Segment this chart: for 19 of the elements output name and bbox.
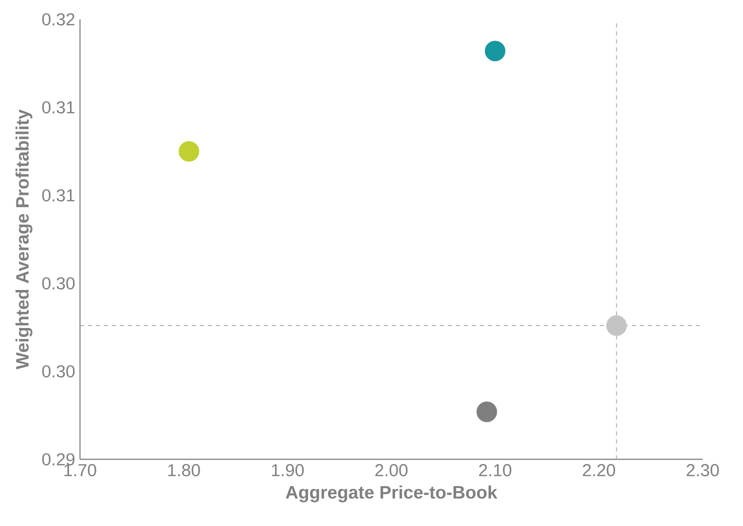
point <box>178 141 200 162</box>
x-tick-label: 1.90 <box>272 464 304 476</box>
x-tick-label: 1.80 <box>168 464 200 476</box>
point <box>484 40 506 62</box>
x-tick-label: 1.70 <box>64 464 96 476</box>
y-tick-label: 0.29 <box>42 453 74 466</box>
x-tick-label: 2.00 <box>375 464 408 476</box>
point <box>476 402 498 422</box>
x-axis-title: Aggregate Price-to-Book <box>286 485 498 502</box>
y-tick-label: 0.31 <box>42 189 74 202</box>
y-axis-title: Weighted Average Profitability <box>16 109 32 370</box>
point <box>606 315 627 336</box>
y-tick-label: 0.32 <box>42 13 74 26</box>
y-tick-label: 0.30 <box>42 277 75 290</box>
x-tick-label: 2.20 <box>582 464 616 476</box>
x-tick-label: 2.30 <box>686 464 719 476</box>
y-tick-label: 0.30 <box>42 365 75 378</box>
x-tick-label: 2.10 <box>479 464 512 476</box>
y-tick-label: 0.31 <box>42 101 74 114</box>
